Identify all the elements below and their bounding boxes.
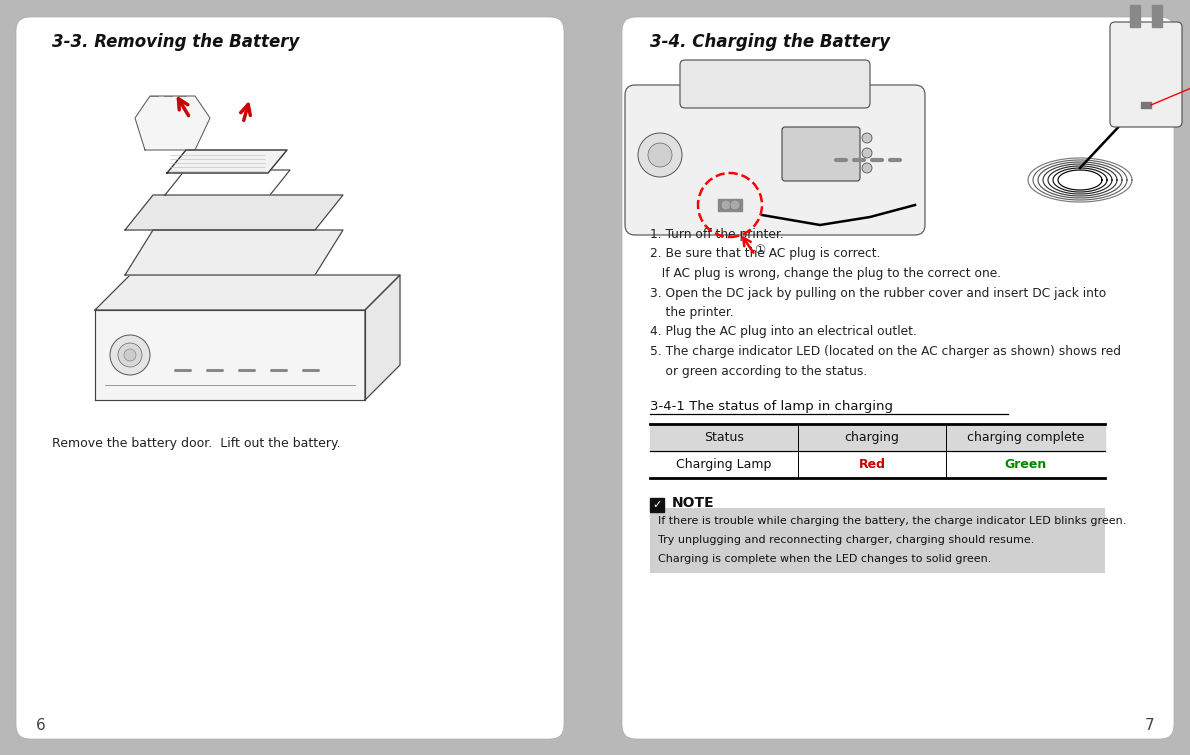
Polygon shape xyxy=(165,170,290,195)
Polygon shape xyxy=(95,275,400,310)
Circle shape xyxy=(124,349,136,361)
Text: 3-3. Removing the Battery: 3-3. Removing the Battery xyxy=(52,33,300,51)
Circle shape xyxy=(721,200,731,210)
Text: If there is trouble while charging the battery, the charge indicator LED blinks : If there is trouble while charging the b… xyxy=(658,516,1127,526)
FancyBboxPatch shape xyxy=(622,17,1175,739)
Circle shape xyxy=(862,148,872,158)
Circle shape xyxy=(729,200,740,210)
Text: the printer.: the printer. xyxy=(650,306,734,319)
Polygon shape xyxy=(95,310,365,400)
Text: ✓: ✓ xyxy=(652,500,662,510)
Text: 1. Turn off the printer.: 1. Turn off the printer. xyxy=(650,228,784,241)
Text: ①: ① xyxy=(754,244,765,257)
Circle shape xyxy=(862,133,872,143)
Bar xyxy=(1141,102,1151,108)
Text: Charging is complete when the LED changes to solid green.: Charging is complete when the LED change… xyxy=(658,554,991,564)
Text: 2. Be sure that the AC plug is correct.: 2. Be sure that the AC plug is correct. xyxy=(650,248,881,260)
Text: Remove the battery door.  Lift out the battery.: Remove the battery door. Lift out the ba… xyxy=(52,437,340,450)
Text: NOTE: NOTE xyxy=(672,496,715,510)
Text: Red: Red xyxy=(858,458,885,471)
Bar xyxy=(1130,5,1140,27)
Circle shape xyxy=(118,343,142,367)
Text: Try unplugging and reconnecting charger, charging should resume.: Try unplugging and reconnecting charger,… xyxy=(658,535,1034,545)
Text: 3-4-1 The status of lamp in charging: 3-4-1 The status of lamp in charging xyxy=(650,400,892,413)
Polygon shape xyxy=(365,275,400,400)
Bar xyxy=(718,199,743,211)
FancyBboxPatch shape xyxy=(782,127,860,181)
Text: 4. Plug the AC plug into an electrical outlet.: 4. Plug the AC plug into an electrical o… xyxy=(650,325,916,338)
Text: charging complete: charging complete xyxy=(966,431,1084,444)
Text: 3. Open the DC jack by pulling on the rubber cover and insert DC jack into: 3. Open the DC jack by pulling on the ru… xyxy=(650,286,1107,300)
Bar xyxy=(650,498,664,512)
Bar xyxy=(650,424,1106,451)
Circle shape xyxy=(862,163,872,173)
Polygon shape xyxy=(125,230,343,275)
Text: 6: 6 xyxy=(36,718,45,733)
Circle shape xyxy=(109,335,150,375)
FancyBboxPatch shape xyxy=(679,60,870,108)
Polygon shape xyxy=(134,96,209,150)
FancyBboxPatch shape xyxy=(625,85,925,235)
FancyBboxPatch shape xyxy=(15,17,564,739)
Circle shape xyxy=(638,133,682,177)
Circle shape xyxy=(649,143,672,167)
Polygon shape xyxy=(167,150,287,173)
Text: 7: 7 xyxy=(1145,718,1154,733)
Text: or green according to the status.: or green according to the status. xyxy=(650,365,868,378)
Bar xyxy=(1152,5,1161,27)
Text: Green: Green xyxy=(1004,458,1047,471)
Text: Charging Lamp: Charging Lamp xyxy=(676,458,771,471)
Text: 3-4. Charging the Battery: 3-4. Charging the Battery xyxy=(650,33,890,51)
Text: charging: charging xyxy=(845,431,900,444)
Text: 5. The charge indicator LED (located on the AC charger as shown) shows red: 5. The charge indicator LED (located on … xyxy=(650,345,1121,358)
FancyBboxPatch shape xyxy=(650,508,1106,573)
Text: Status: Status xyxy=(704,431,744,444)
Polygon shape xyxy=(125,195,343,230)
Text: If AC plug is wrong, change the plug to the correct one.: If AC plug is wrong, change the plug to … xyxy=(650,267,1001,280)
FancyBboxPatch shape xyxy=(1110,22,1182,127)
Bar xyxy=(650,451,1106,478)
